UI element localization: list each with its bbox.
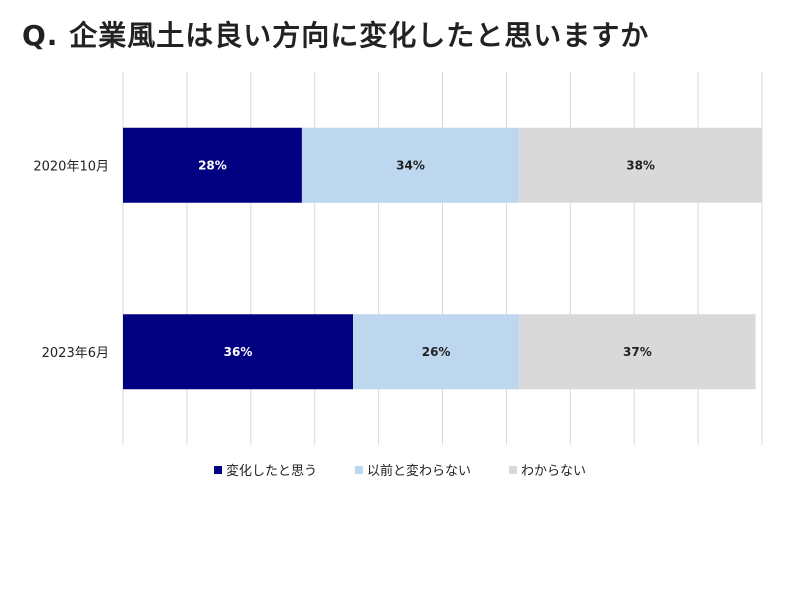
bar-segment <box>519 127 762 203</box>
category-label: 2023年6月 <box>42 346 109 361</box>
legend-swatch <box>509 465 517 474</box>
legend-label: 以前と変わらない <box>366 464 471 479</box>
bar-segment <box>353 314 520 390</box>
legend-swatch <box>213 465 222 474</box>
bars: 28% 34% 38% 36% 26% 37% <box>123 127 762 390</box>
legend-item: わからない <box>509 460 586 479</box>
bar-segment <box>519 314 756 390</box>
legend: 変化したと思う 以前と変わらない わからない <box>0 460 800 479</box>
category-labels: 2020年10月 2023年6月 <box>33 159 109 361</box>
legend-label: わからない <box>521 464 587 479</box>
bar-segment <box>123 314 354 390</box>
data-label: 38% <box>626 158 655 172</box>
data-label: 37% <box>623 345 652 359</box>
data-label: 26% <box>422 345 451 359</box>
legend-item: 以前と変わらない <box>354 460 471 479</box>
bar-segment <box>123 127 302 203</box>
chart-title: Q. 企業風土は良い方向に変化したと思いますか <box>22 19 650 52</box>
legend-swatch <box>354 465 363 474</box>
legend-item: 変化したと思う <box>213 460 317 479</box>
data-label: 34% <box>396 158 425 172</box>
data-label: 28% <box>198 158 227 172</box>
category-label: 2020年10月 <box>33 159 109 174</box>
bar-segment <box>301 127 520 203</box>
data-label: 36% <box>224 345 253 359</box>
legend-label: 変化したと思う <box>225 464 317 479</box>
